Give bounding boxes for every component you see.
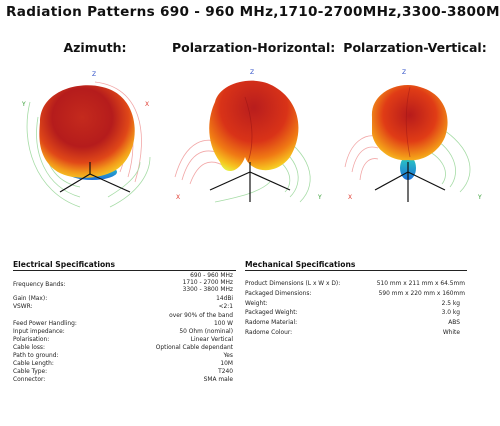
spec-value: ABS	[448, 320, 460, 326]
spec-value: 510 mm x 211 mm x 64.5mm	[376, 281, 465, 287]
horizontal-plot-title: Polarzation-Horizontal:	[172, 40, 336, 55]
spec-label: Radome Colour:	[245, 330, 293, 336]
freq-band-2: 1710 - 2700 MHz	[182, 280, 233, 286]
vertical-x-label: X	[348, 194, 352, 201]
spec-value: Optional Cable dependant	[155, 345, 233, 352]
spec-label: Feed Power Handling:	[13, 321, 77, 328]
spec-row-vswr-note: over 90% of the band	[13, 312, 236, 322]
spec-row-gain: Gain (Max): 14dBi	[13, 296, 236, 304]
spec-label: Cable loss:	[13, 345, 45, 352]
horizontal-y-label: Y	[317, 194, 322, 201]
spec-label: Weight:	[245, 300, 268, 307]
azimuth-main-lobe	[39, 85, 135, 178]
spec-label: Radome Material:	[245, 320, 298, 326]
spec-row-polarisation: Polarisation: Linear Vertical	[13, 337, 236, 345]
electrical-divider	[13, 270, 236, 271]
vertical-pattern: Z X Y	[344, 69, 482, 202]
page-title: Radiation Patterns 690 - 960 MHz,1710-27…	[6, 4, 500, 20]
electrical-specs-title: Electrical Specifications	[13, 260, 116, 269]
horizontal-pattern: Z X Y	[174, 69, 322, 203]
freq-band-3: 3300 - 3800 MHz	[182, 287, 233, 293]
spec-row-power: Feed Power Handling: 100 W	[13, 321, 236, 329]
spec-label: Packaged Dimensions:	[245, 290, 312, 297]
vertical-plot-title: Polarzation-Vertical:	[343, 40, 487, 55]
spec-value: T240	[218, 369, 233, 376]
spec-row-cable-length: Cable Length: 10M	[13, 361, 236, 369]
spec-label: Polarisation:	[13, 337, 50, 344]
spec-label: Connector:	[13, 377, 46, 384]
spec-label: Path to ground:	[13, 353, 59, 360]
spec-value: Yes	[223, 353, 233, 360]
radiation-pattern-figures: Z Y X Z X Y	[21, 69, 482, 208]
horizontal-z-label: Z	[250, 69, 254, 76]
spec-row-path-ground: Path to ground: Yes	[13, 353, 236, 361]
spec-value: <2:1	[218, 303, 233, 310]
spec-value: 590 mm x 220 mm x 160mm	[378, 290, 465, 297]
spec-row-weight: Weight: 2.5 kg	[245, 301, 465, 311]
spec-label: Product Dimensions (L x W x D):	[245, 281, 341, 287]
azimuth-plot-title: Azimuth:	[63, 40, 127, 55]
spec-value: White	[442, 330, 460, 336]
freq-band-1: 690 - 960 MHz	[190, 273, 233, 279]
azimuth-z-label: Z	[92, 71, 96, 78]
spec-row-connector: Connector: SMA male	[13, 377, 236, 385]
azimuth-y-label: Y	[21, 101, 26, 108]
spec-value: 100 W	[214, 321, 233, 328]
spec-value: 50 Ohm (nominal)	[179, 329, 233, 336]
horizontal-main-lobe	[209, 80, 299, 172]
spec-row-impedance: Input impedance: 50 Ohm (nominal)	[13, 329, 236, 337]
electrical-freq-label: Frequency Bands:	[13, 282, 66, 288]
spec-value: 3.0 kg	[441, 310, 460, 316]
electrical-freq-values: 690 - 960 MHz 1710 - 2700 MHz 3300 - 380…	[140, 273, 233, 294]
spec-value: SMA male	[203, 377, 233, 384]
spec-row-cable-type: Cable Type: T240	[13, 369, 236, 377]
vertical-main-lobe	[371, 85, 448, 161]
azimuth-pattern: Z Y X	[21, 71, 151, 208]
spec-row-packaged-dimensions: Packaged Dimensions: 590 mm x 220 mm x 1…	[245, 291, 465, 301]
vertical-y-label: Y	[477, 194, 482, 201]
spec-label: VSWR:	[13, 303, 33, 310]
spec-value: 10M	[220, 361, 233, 368]
spec-label: Packaged Weight:	[245, 310, 298, 316]
mechanical-spec-list: Product Dimensions (L x W x D): 510 mm x…	[245, 281, 465, 340]
electrical-spec-list: Gain (Max): 14dBi VSWR: <2:1 over 90% of…	[13, 296, 236, 385]
mechanical-specs-title: Mechanical Specifications	[245, 260, 356, 269]
vertical-z-label: Z	[402, 69, 406, 76]
azimuth-x-label: X	[145, 101, 149, 108]
spec-row-cable-loss: Cable loss: Optional Cable dependant	[13, 345, 236, 353]
spec-label: Input impedance:	[13, 329, 65, 336]
spec-row-vswr: VSWR: <2:1	[13, 304, 236, 312]
mechanical-divider	[245, 270, 467, 271]
spec-row-packaged-weight: Packaged Weight: 3.0 kg	[245, 310, 465, 320]
spec-label: Cable Length:	[13, 361, 54, 368]
spec-row-product-dimensions: Product Dimensions (L x W x D): 510 mm x…	[245, 281, 465, 291]
spec-value: 2.5 kg	[441, 300, 460, 307]
spec-value: 14dBi	[216, 296, 233, 302]
spec-value: over 90% of the band	[169, 312, 233, 319]
horizontal-x-label: X	[176, 194, 180, 201]
spec-row-radome-colour: Radome Colour: White	[245, 330, 465, 340]
spec-row-radome-material: Radome Material: ABS	[245, 320, 465, 330]
spec-label: Cable Type:	[13, 369, 48, 376]
spec-label: Gain (Max):	[13, 296, 48, 302]
spec-value: Linear Vertical	[190, 337, 233, 344]
